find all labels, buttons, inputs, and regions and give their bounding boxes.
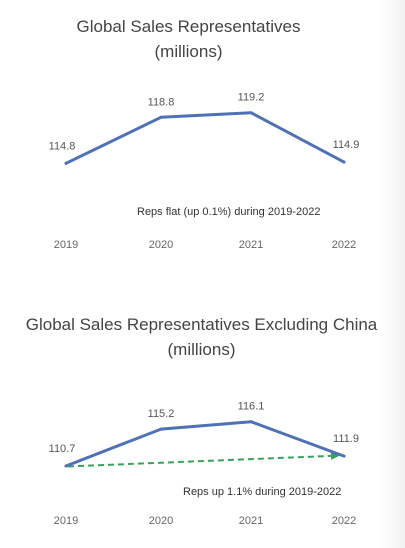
- chart1-point: [64, 161, 68, 165]
- chart2-point: [159, 427, 163, 431]
- chart1-value-label: 119.2: [238, 92, 265, 104]
- chart1-point: [249, 111, 253, 115]
- chart1-x-tick-label: 2022: [332, 239, 356, 251]
- chart2-value-label: 116.1: [238, 401, 265, 413]
- chart2-title-line1: Global Sales Representatives Excluding C…: [25, 315, 378, 334]
- chart2-x-tick-label: 2022: [332, 515, 356, 527]
- chart2-title-line2: (millions): [167, 340, 236, 359]
- chart1-title-line1: Global Sales Representatives: [76, 17, 301, 36]
- chart2-series-line: [64, 420, 346, 468]
- chart1-title: Global Sales Representatives (millions): [0, 14, 391, 64]
- chart2-title: Global Sales Representatives Excluding C…: [0, 312, 404, 362]
- chart2-value-label: 111.9: [333, 433, 359, 445]
- chart2-point: [64, 464, 68, 468]
- chart1-annotation: Reps flat (up 0.1%) during 2019-2022: [137, 206, 320, 218]
- chart1-point: [342, 160, 346, 164]
- chart2-annotation: Reps up 1.1% during 2019-2022: [183, 486, 341, 498]
- chart2-x-tick-label: 2021: [239, 515, 263, 527]
- chart1-value-label: 118.8: [148, 96, 175, 108]
- chart2-point: [249, 420, 253, 424]
- chart2-x-tick-label: 2020: [149, 515, 173, 527]
- page-edge-shade: [380, 0, 405, 548]
- chart1-point: [159, 115, 163, 119]
- chart2-trend-arrow: [67, 451, 340, 468]
- chart1-series-line: [64, 111, 346, 165]
- chart1-x-tick-label: 2019: [54, 239, 78, 251]
- chart2-value-label: 115.2: [148, 408, 175, 420]
- chart2-value-label: 110.7: [49, 443, 76, 455]
- chart1: 114.8 118.8 119.2 114.9 2019 2020 2021 2022 Reps…: [49, 92, 360, 251]
- chart1-value-label: 114.8: [49, 140, 76, 152]
- chart2-point: [342, 454, 346, 458]
- chart1-x-tick-label: 2021: [239, 239, 263, 251]
- chart1-title-line2: (millions): [154, 42, 223, 61]
- chart2: 110.7 115.2 116.1 111.9 2019 2020 2021 2022 Reps…: [49, 401, 359, 527]
- chart2-x-tick-label: 2019: [54, 515, 78, 527]
- chart1-x-tick-label: 2020: [149, 239, 173, 251]
- chart1-value-label: 114.9: [333, 139, 360, 151]
